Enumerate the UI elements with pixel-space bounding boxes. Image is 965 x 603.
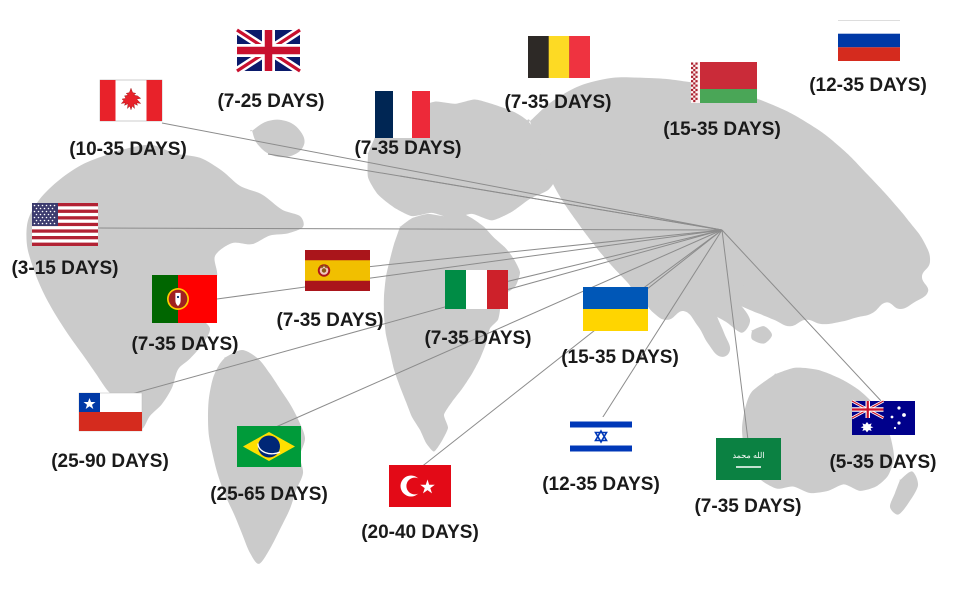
svg-text:(7-25 DAYS): (7-25 DAYS) bbox=[217, 91, 324, 112]
svg-text:(5-35 DAYS): (5-35 DAYS) bbox=[829, 452, 936, 473]
svg-text:(7-35 DAYS): (7-35 DAYS) bbox=[276, 310, 383, 331]
svg-text:(12-35 DAYS): (12-35 DAYS) bbox=[809, 75, 927, 96]
svg-text:(7-35 DAYS): (7-35 DAYS) bbox=[354, 138, 461, 159]
svg-text:(15-35 DAYS): (15-35 DAYS) bbox=[561, 347, 679, 368]
svg-text:(15-35 DAYS): (15-35 DAYS) bbox=[663, 119, 781, 140]
svg-text:(25-65 DAYS): (25-65 DAYS) bbox=[210, 484, 328, 505]
svg-text:(7-35 DAYS): (7-35 DAYS) bbox=[504, 92, 611, 113]
svg-text:(12-35 DAYS): (12-35 DAYS) bbox=[542, 474, 660, 495]
svg-text:(7-35 DAYS): (7-35 DAYS) bbox=[694, 496, 801, 517]
svg-text:(25-90 DAYS): (25-90 DAYS) bbox=[51, 451, 169, 472]
svg-text:(10-35 DAYS): (10-35 DAYS) bbox=[69, 139, 187, 160]
svg-text:(3-15 DAYS): (3-15 DAYS) bbox=[11, 258, 118, 279]
svg-text:(7-35 DAYS): (7-35 DAYS) bbox=[424, 328, 531, 349]
svg-text:(7-35 DAYS): (7-35 DAYS) bbox=[131, 334, 238, 355]
svg-text:(20-40 DAYS): (20-40 DAYS) bbox=[361, 522, 479, 543]
